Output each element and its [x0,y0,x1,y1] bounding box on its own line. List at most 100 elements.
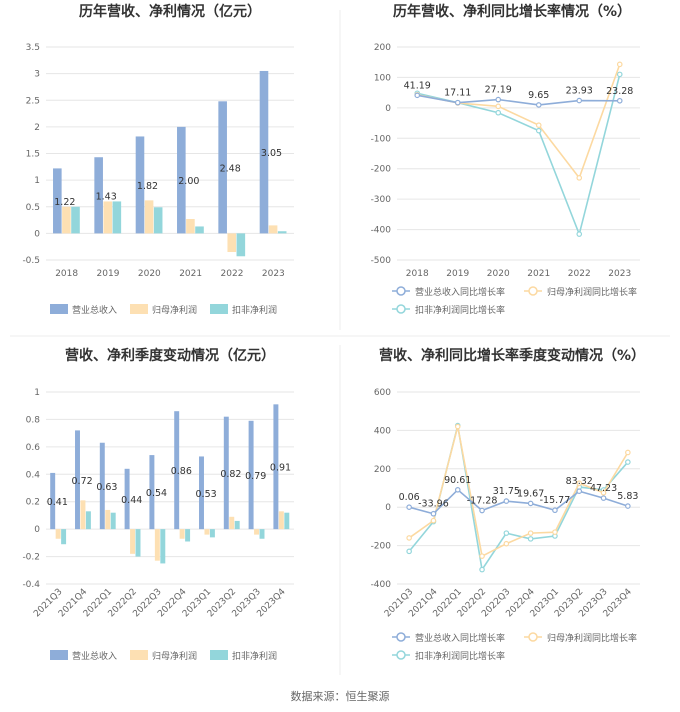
data-label: 2.00 [178,176,199,187]
series-line-归母净利润同比增长率 [408,426,629,558]
point-归母净利润同比增长率 [430,517,437,524]
y-tick-label: -0.2 [22,553,40,563]
y-tick-label: 1.5 [26,150,40,160]
bar-扣非净利润 [160,529,166,564]
y-tick-label: 0 [34,229,40,239]
legend-label: 营业总收入同比增长率 [415,632,505,644]
bar-营业总收入 [259,70,269,234]
x-tick-label: 2018 [406,269,429,279]
y-tick-label: 3 [34,70,40,80]
legend-swatch-marker [396,304,406,314]
bar-扣非净利润 [153,207,163,234]
y-tick-label: -400 [371,226,392,236]
legend-label: 扣非净利润 [232,304,277,316]
point-扣非净利润同比增长率 [503,530,510,536]
bar-归母净利润 [278,511,284,530]
x-tick-label: 2021 [527,269,550,279]
y-tick-label: 100 [374,73,391,83]
bar-营业总收入 [99,442,105,530]
x-tick-label: 2021 [179,269,202,279]
y-tick-label: -0.4 [22,580,40,590]
bar-营业总收入 [94,157,103,234]
y-tick-label: -400 [371,580,392,590]
legend-label: 归母净利润 [152,650,197,662]
data-label: 0.91 [270,463,291,474]
bar-扣非净利润 [195,226,204,234]
legend-label: 归母净利润同比增长率 [547,286,637,298]
data-label: 2.48 [220,163,241,174]
y-tick-label: 0 [34,525,40,535]
y-tick-label: 200 [374,465,391,475]
legend-swatch [50,304,68,314]
point-营业总收入同比增长率 [503,498,510,504]
bar-归母净利润 [229,516,235,530]
legend-label: 扣非净利润 [232,650,277,662]
data-label: 0.44 [121,495,142,506]
y-tick-label: 2.5 [26,96,40,106]
point-营业总收入同比增长率 [430,510,437,517]
point-归母净利润同比增长率 [576,480,583,487]
legend-label: 营业总收入 [72,650,117,662]
data-label: 31.75 [493,486,520,497]
legend-swatch [50,650,68,660]
point-归母净利润同比增长率 [406,535,412,541]
bar-归母净利润 [55,529,61,539]
legend-swatch [210,304,228,314]
data-label: 90.61 [444,475,471,486]
bar-归母净利润 [62,206,71,234]
data-label: 0.82 [220,469,241,480]
data-label: 0.72 [72,476,93,487]
bar-归母净利润 [154,529,160,561]
legend-swatch-marker [396,650,406,660]
point-营业总收入同比增长率 [625,503,631,509]
bar-营业总收入 [273,404,279,530]
legend-label: 归母净利润 [152,304,197,316]
point-营业总收入同比增长率 [414,92,421,99]
bar-归母净利润 [268,225,278,234]
x-tick-label: 2023 [608,269,631,279]
point-扣非净利润同比增长率 [625,459,631,465]
legend-label: 营业总收入 [72,304,117,316]
legend-swatch-marker [528,286,538,296]
point-归母净利润同比增长率 [495,103,502,110]
x-tick-label: 2020 [487,269,510,279]
x-tick-label: 2019 [97,269,120,279]
data-label: 19.67 [517,488,544,499]
data-label: 0.41 [47,497,68,508]
y-tick-label: -300 [371,195,392,205]
legend-swatch-marker [396,632,406,642]
quarterly-revenue-profit-chart: 营收、净利季度变动情况（亿元） -0.4-0.200.20.40.60.8120… [22,347,294,662]
x-tick-label: 2020 [138,269,161,279]
legend-swatch [130,304,148,314]
data-label: 0.54 [146,488,167,499]
legend-swatch-marker [528,632,538,642]
bar-营业总收入 [248,420,254,530]
point-扣非净利润同比增长率 [535,127,542,134]
chart-title: 营收、净利季度变动情况（亿元） [65,347,275,364]
bar-营业总收入 [53,168,62,234]
point-归母净利润同比增长率 [503,540,510,547]
y-tick-label: 400 [374,426,391,436]
series-line-营业总收入同比增长率 [408,488,629,515]
legend-label: 扣非净利润同比增长率 [415,304,505,316]
point-营业总收入同比增长率 [495,96,502,103]
y-tick-label: -200 [371,165,392,175]
bar-扣非净利润 [284,512,290,530]
bar-扣非净利润 [135,529,141,557]
x-tick-label: 2019 [446,269,469,279]
point-归母净利润同比增长率 [616,61,623,68]
point-扣非净利润同比增长率 [576,231,583,237]
chart-title: 历年营收、净利情况（亿元） [79,3,261,20]
bar-归母净利润 [103,201,113,234]
point-归母净利润同比增长率 [552,529,558,535]
bar-归母净利润 [105,509,111,530]
y-tick-label: -200 [371,542,392,552]
data-label: 83.32 [566,476,593,487]
bar-归母净利润 [144,200,154,234]
point-归母净利润同比增长率 [535,122,542,129]
bar-扣非净利润 [85,511,91,530]
x-tick-label: 2022 [568,269,591,279]
point-营业总收入同比增长率 [454,99,461,106]
